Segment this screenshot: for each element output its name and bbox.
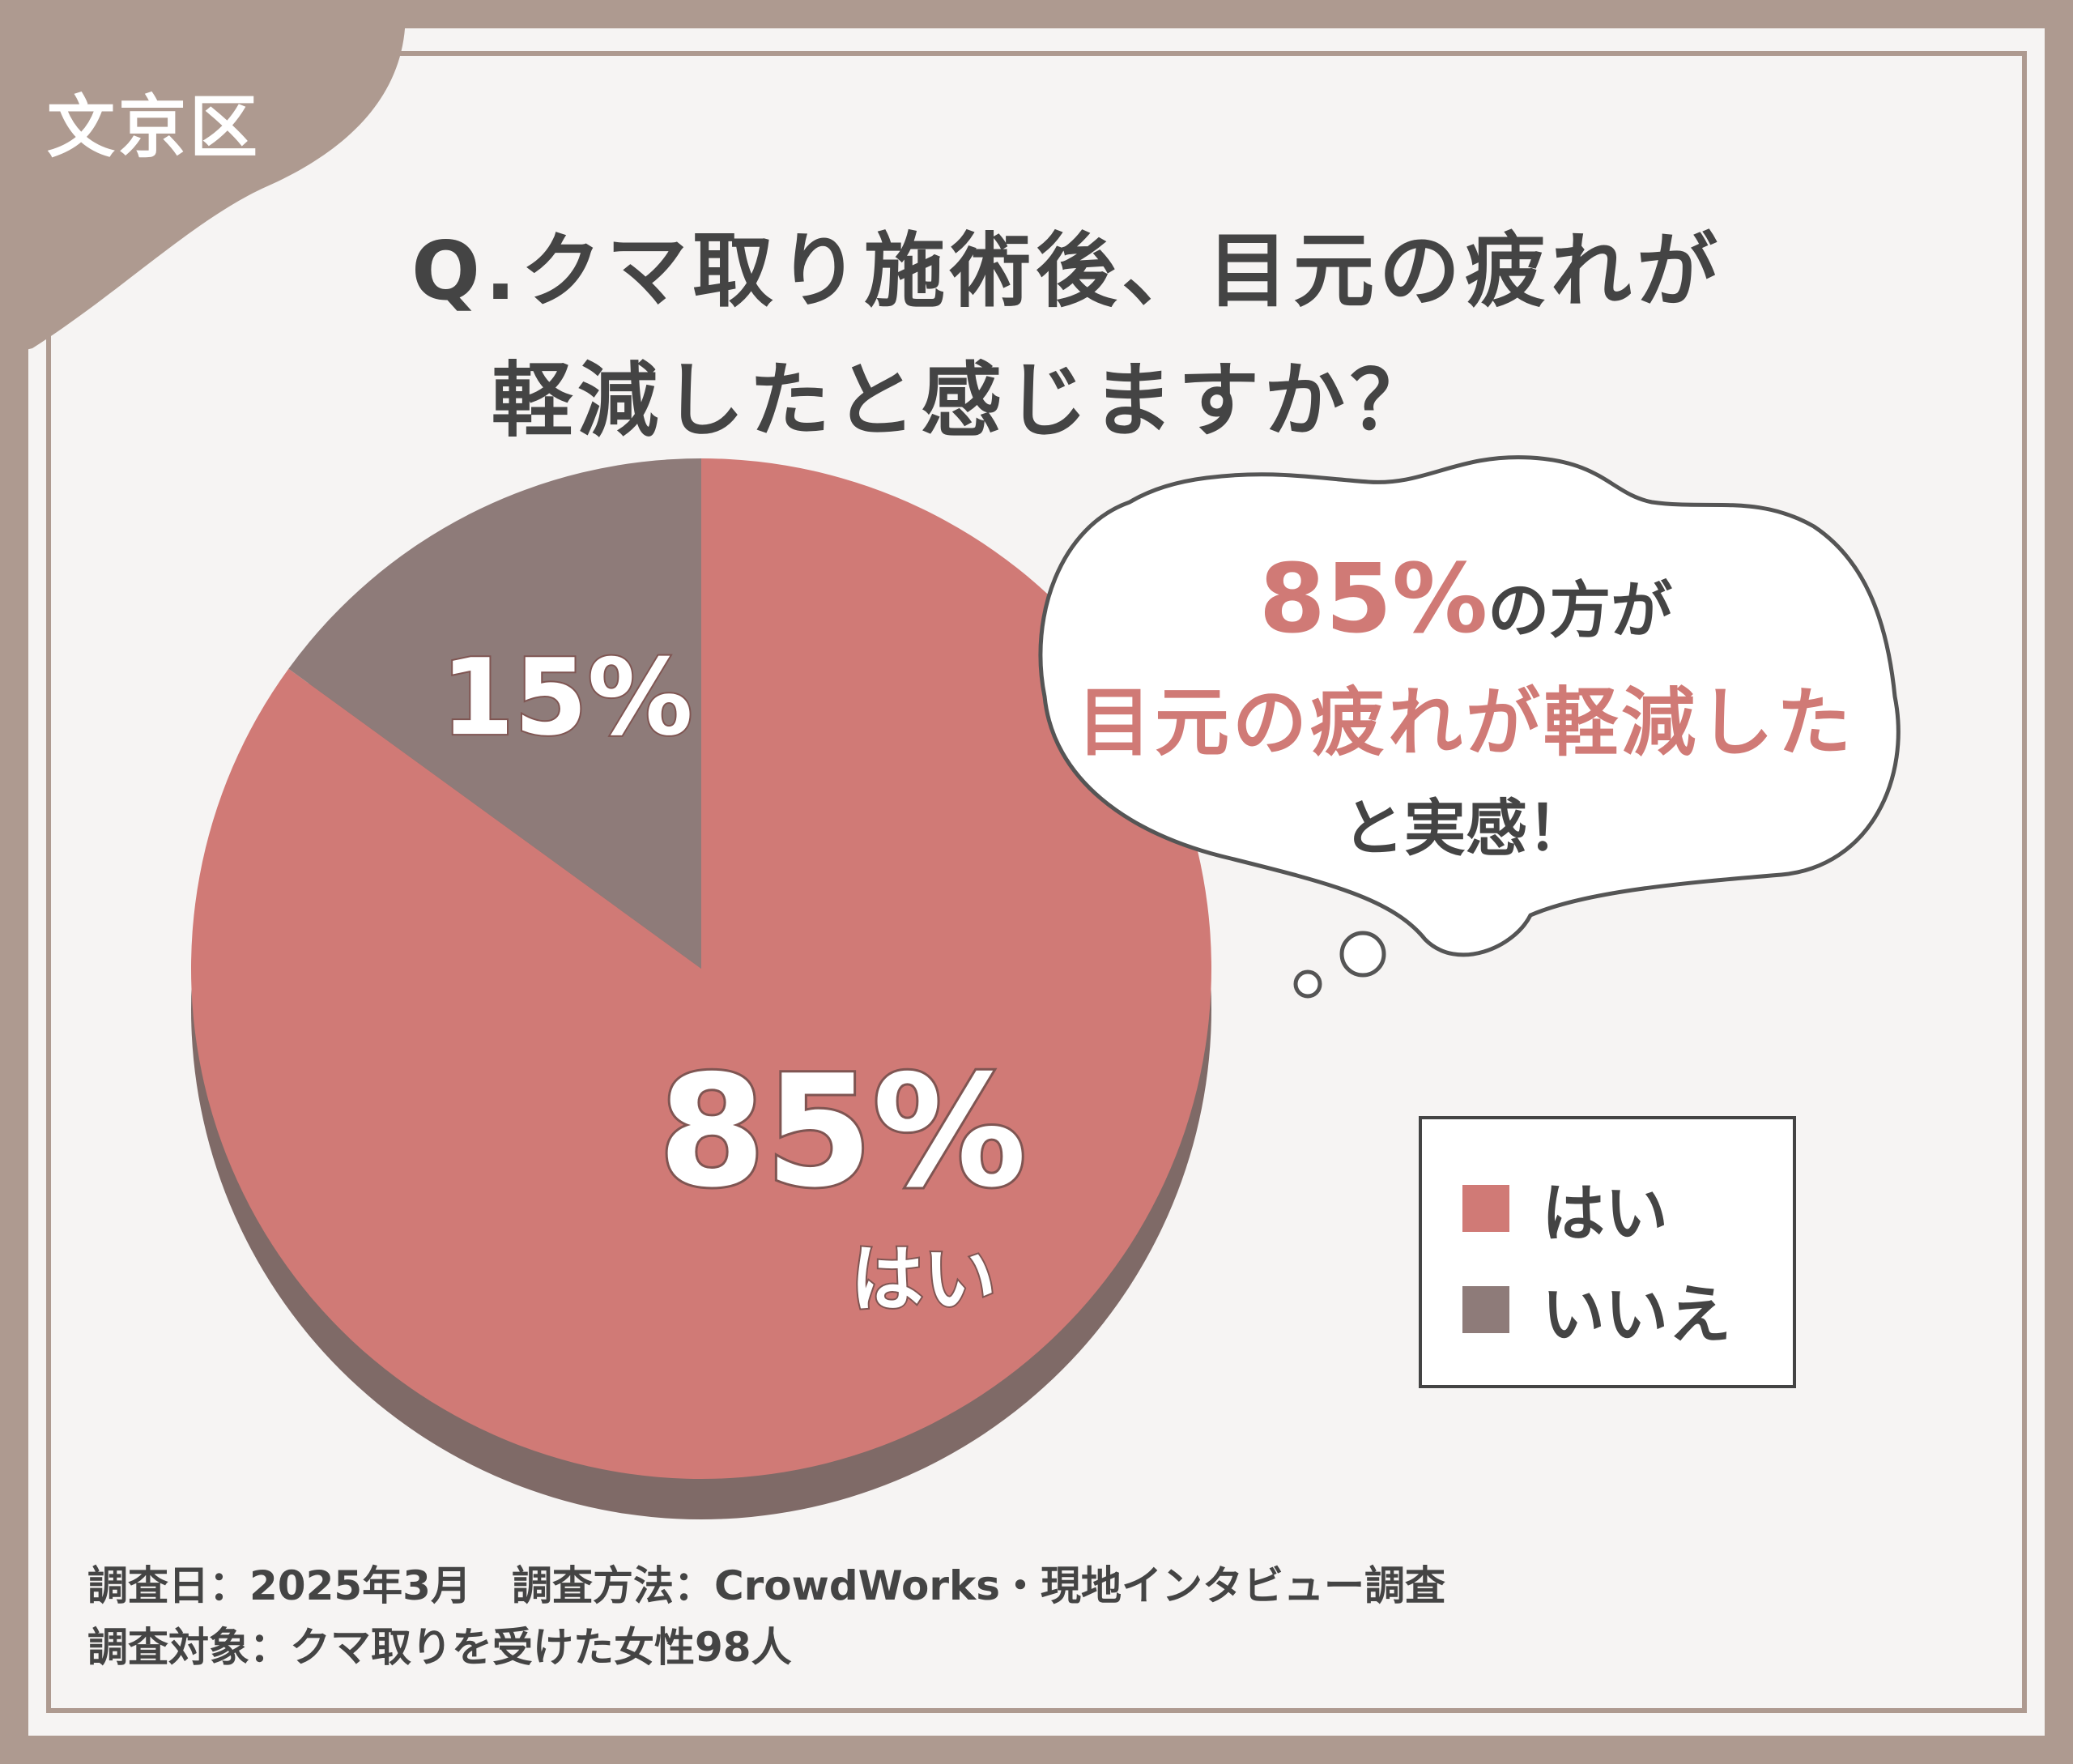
question-line-2: 軽減したと感じますか？	[492, 353, 1436, 448]
legend-item-yes: はい	[1462, 1176, 1668, 1251]
card-border	[46, 51, 2027, 1713]
bubble-percent: 85%	[1258, 543, 1488, 654]
legend-swatch-no	[1462, 1286, 1509, 1333]
region-label: 文京区	[47, 87, 262, 167]
survey-footer-line-1: 調査日：2025年3月 調査方法：CrowdWorks・現地インタビュー調査	[87, 1562, 1446, 1609]
legend-label-yes: はい	[1542, 1178, 1669, 1251]
question-line-1: Q.クマ取り施術後、目元の疲れが	[411, 224, 1722, 318]
pie-slice-1	[288, 458, 701, 969]
bubble-after-percent: の方が	[1488, 574, 1673, 646]
bubble-closing: と実感！	[1343, 792, 1589, 864]
question-title: Q.クマ取り施術後、目元の疲れが 軽減したと感じますか？	[0, 207, 2073, 466]
bubble-dot-small	[1293, 969, 1322, 999]
legend-swatch-yes	[1462, 1185, 1509, 1232]
legend-label-no: いいえ	[1542, 1279, 1732, 1352]
bubble-text: 85%の方が 目元の疲れが軽減した と実感！	[1020, 543, 1911, 867]
pie-slices	[191, 458, 1212, 1479]
bubble-dot-large	[1339, 931, 1386, 978]
legend: はい いいえ	[1419, 1116, 1796, 1388]
survey-footer-line-2: 調査対象：クマ取りを受けた女性98人	[87, 1624, 792, 1671]
speech-bubble	[1038, 455, 1901, 999]
pie-label-0: 85%	[658, 1042, 1027, 1221]
region-tab	[0, 0, 406, 356]
legend-item-no: いいえ	[1462, 1277, 1731, 1352]
pie-labels: 85% はい 15%	[440, 634, 1029, 1323]
survey-footer: 調査日：2025年3月 調査方法：CrowdWorks・現地インタビュー調査 調…	[87, 1555, 1445, 1678]
speech-bubble-shape	[1038, 455, 1901, 957]
pie-label-1: 15%	[441, 636, 693, 759]
pie-slice-label-text: はい	[850, 1237, 996, 1322]
pie-slice-0	[191, 458, 1212, 1479]
bubble-highlight: 目元の疲れが軽減した	[1076, 680, 1854, 766]
